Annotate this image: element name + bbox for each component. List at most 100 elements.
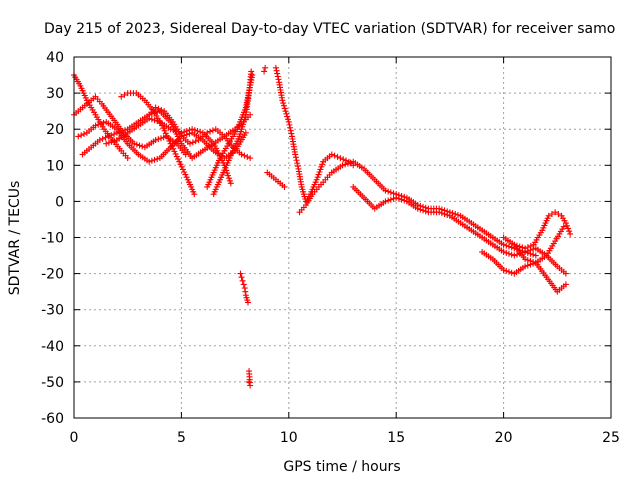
- data-point-track-c: [92, 122, 99, 129]
- data-point-track-l: [390, 195, 397, 202]
- data-point-track-g: [194, 128, 201, 135]
- data-point-isolated: [261, 68, 268, 75]
- data-point-track-l: [417, 206, 424, 213]
- data-point-track-g: [170, 127, 177, 134]
- data-points: [71, 64, 574, 389]
- data-point-track-j: [343, 157, 350, 164]
- data-point-track-l: [436, 209, 443, 216]
- data-point-track-j: [334, 153, 341, 160]
- data-point-track-l: [420, 207, 427, 214]
- data-point-track-e: [172, 150, 179, 157]
- data-point-track-g: [226, 177, 233, 184]
- data-point-track-j: [294, 160, 301, 167]
- data-point-track-j: [285, 118, 292, 125]
- data-point-track-g: [175, 128, 182, 135]
- data-point-track-c: [151, 156, 158, 163]
- data-point-track-g: [225, 172, 232, 179]
- x-tick-label: 20: [495, 430, 513, 446]
- data-point-track-g: [197, 128, 204, 135]
- data-point-track-j: [280, 102, 287, 109]
- y-tick-label: 20: [46, 122, 64, 138]
- data-point-track-d: [116, 128, 123, 135]
- data-point-track-d: [96, 137, 103, 144]
- data-point-track-n: [565, 225, 572, 232]
- data-point-track-g: [189, 126, 196, 133]
- data-point-track-e: [118, 93, 125, 100]
- data-point-track-l: [398, 196, 405, 203]
- data-point-track-l: [511, 252, 518, 259]
- data-point-track-l: [385, 197, 392, 204]
- data-point-track-k: [344, 160, 351, 167]
- x-tick-label: 25: [602, 430, 620, 446]
- data-point-track-b: [157, 135, 164, 142]
- data-point-track-j: [287, 124, 294, 131]
- data-point-track-g: [108, 138, 115, 145]
- data-point-track-l: [422, 208, 429, 215]
- data-point-track-c: [75, 133, 82, 140]
- data-point-track-e: [163, 132, 170, 139]
- data-point-track-l: [395, 195, 402, 202]
- data-point-track-f: [186, 140, 193, 147]
- data-point-track-e: [166, 138, 173, 145]
- data-point-track-c: [148, 157, 155, 164]
- data-point-track-d: [99, 135, 106, 142]
- data-point-track-j: [274, 73, 281, 80]
- data-point-track-l: [505, 250, 512, 257]
- data-point-track-j: [328, 151, 335, 158]
- data-point-track-k: [342, 161, 349, 168]
- data-point-track-l: [503, 249, 510, 256]
- data-point-track-j: [284, 116, 291, 123]
- x-tick-label: 5: [177, 430, 186, 446]
- y-tick-label: 10: [46, 158, 64, 174]
- data-point-track-b: [136, 142, 143, 149]
- data-point-track-j: [281, 105, 288, 112]
- data-point-track-j: [275, 76, 282, 83]
- data-point-track-j: [283, 110, 290, 117]
- data-point-track-j: [316, 169, 323, 176]
- data-point-track-k: [532, 252, 539, 259]
- data-point-track-n: [545, 212, 552, 219]
- y-axis-label: SDTVAR / TECUs: [7, 181, 23, 296]
- data-point-track-k: [505, 243, 512, 250]
- data-point-track-e: [162, 130, 169, 137]
- data-point-track-f: [244, 153, 251, 160]
- y-tick-label: 30: [46, 86, 64, 102]
- axis-ticks: 0 5 10 15 20 25 -60 -50 -40 -30 -20 -10 0 10 20 30 40: [41, 50, 620, 446]
- data-point-track-g: [227, 180, 234, 187]
- data-point-track-e: [170, 145, 177, 152]
- data-point-track-g: [191, 127, 198, 134]
- data-point-track-k: [530, 251, 537, 258]
- data-point-track-f: [241, 152, 248, 159]
- data-point-track-g: [111, 137, 118, 144]
- data-point-track-k: [382, 187, 389, 194]
- data-point-track-l: [414, 205, 421, 212]
- data-point-track-c: [95, 121, 102, 128]
- data-point-track-c: [146, 158, 153, 165]
- y-tick-label: -30: [41, 303, 64, 319]
- data-point-track-n: [548, 211, 555, 218]
- data-point-track-l: [401, 197, 408, 204]
- data-point-track-e: [181, 169, 188, 176]
- data-point-track-g: [183, 128, 190, 135]
- data-point-track-k: [503, 242, 510, 249]
- data-point-track-c: [154, 155, 161, 162]
- data-point-track-j: [319, 161, 326, 168]
- data-point-track-e: [177, 161, 184, 168]
- data-point-dip-low: [237, 270, 244, 277]
- data-point-track-m: [522, 263, 529, 270]
- data-point-track-d: [105, 133, 112, 140]
- data-point-track-b: [131, 140, 138, 147]
- data-point-track-n: [563, 222, 570, 229]
- data-point-track-e: [191, 191, 198, 198]
- y-tick-label: -50: [41, 375, 64, 391]
- data-point-track-n: [567, 230, 574, 237]
- data-point-dip-low: [240, 281, 247, 288]
- data-point-dip-low: [238, 274, 245, 281]
- data-point-track-b: [155, 136, 162, 143]
- chart-title: Day 215 of 2023, Sidereal Day-to-day VTE…: [44, 21, 615, 37]
- data-point-track-j: [282, 108, 289, 115]
- data-point-track-g: [151, 117, 158, 124]
- data-point-track-n: [562, 220, 569, 227]
- data-point-track-e: [171, 148, 178, 155]
